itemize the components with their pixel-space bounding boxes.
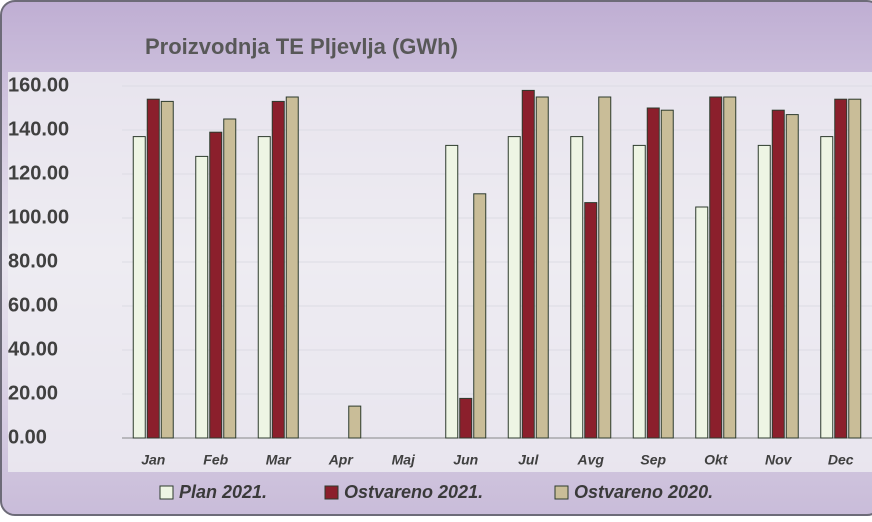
x-tick-label: Jul: [518, 452, 539, 468]
y-tick-label: 20.00: [8, 382, 58, 404]
legend-label: Plan 2021.: [179, 482, 267, 502]
y-tick-label: 100.00: [8, 206, 69, 228]
x-tick-label: Jun: [453, 452, 478, 468]
bar: [285, 96, 299, 439]
bar: [757, 144, 771, 439]
bar: [473, 193, 487, 439]
bar: [459, 397, 473, 439]
bar: [132, 136, 146, 439]
legend-swatch: [554, 485, 569, 500]
bar: [271, 100, 285, 439]
x-tick-label: Avg: [577, 452, 605, 468]
bar: [632, 144, 646, 439]
legend-label: Ostvareno 2021.: [344, 482, 483, 502]
bar: [695, 206, 709, 439]
y-tick-label: 120.00: [8, 162, 69, 184]
x-tick-label: Maj: [392, 452, 416, 468]
bar: [445, 144, 459, 439]
x-tick-label: Feb: [203, 452, 228, 468]
bar: [209, 131, 223, 439]
bar: [535, 96, 549, 439]
bar: [257, 136, 271, 439]
legend-swatch: [324, 485, 339, 500]
y-tick-label: 80.00: [8, 250, 58, 272]
bar: [160, 100, 174, 439]
bar: [584, 202, 598, 439]
bar: [646, 107, 660, 439]
y-tick-label: 140.00: [8, 118, 69, 140]
bar: [785, 114, 799, 439]
bar: [598, 96, 612, 439]
bar: [146, 98, 160, 439]
x-tick-label: Nov: [765, 452, 793, 468]
bar: [820, 136, 834, 439]
bar: [660, 109, 674, 439]
bar: [223, 118, 237, 439]
bar: [723, 96, 737, 439]
bar: [709, 96, 723, 439]
chart-title: Proizvodnja TE Pljevlja (GWh): [145, 34, 458, 59]
x-tick-label: Apr: [328, 452, 355, 468]
y-tick-label: 160.00: [8, 74, 69, 96]
bar: [195, 155, 209, 439]
legend-label: Ostvareno 2020.: [574, 482, 713, 502]
bar: [834, 98, 848, 439]
bar: [771, 109, 785, 439]
bar: [521, 89, 535, 439]
legend-swatch: [159, 485, 174, 500]
x-tick-label: Jan: [141, 452, 165, 468]
y-tick-label: 40.00: [8, 338, 58, 360]
x-tick-label: Sep: [640, 452, 666, 468]
bar: [507, 136, 521, 439]
bar: [848, 98, 862, 439]
x-tick-label: Dec: [828, 452, 854, 468]
bar: [348, 405, 362, 439]
x-tick-label: Okt: [704, 452, 729, 468]
y-tick-label: 0.00: [8, 426, 47, 448]
bar: [570, 136, 584, 439]
y-tick-label: 60.00: [8, 294, 58, 316]
x-tick-label: Mar: [266, 452, 292, 468]
